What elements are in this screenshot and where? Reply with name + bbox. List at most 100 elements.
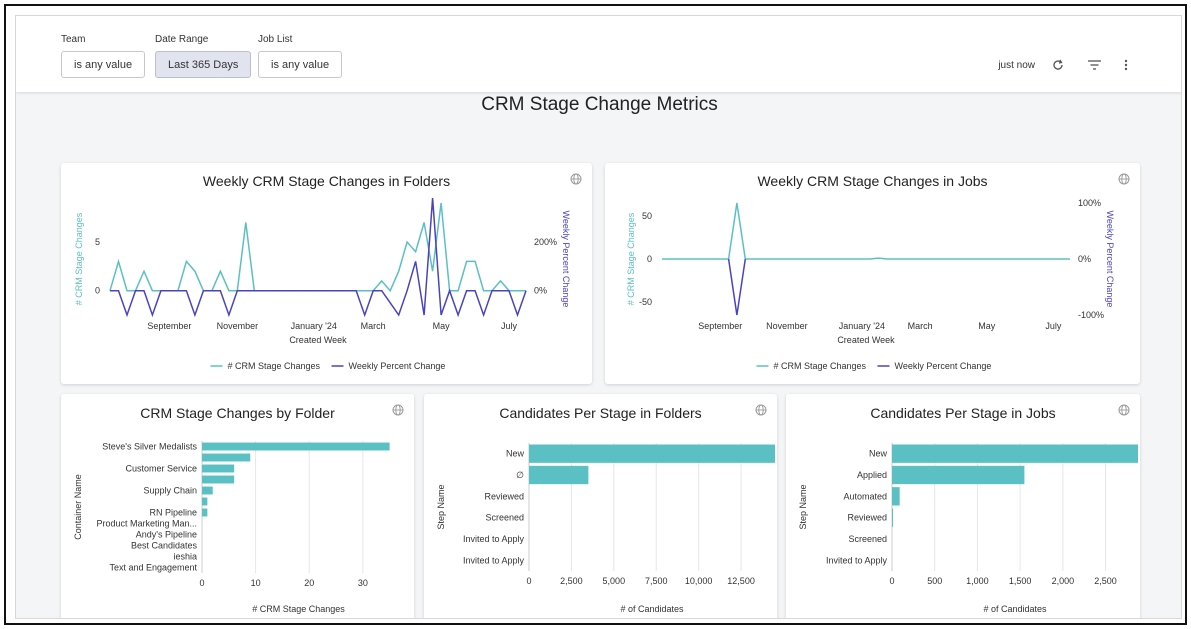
right-tick-label: 0%: [1078, 254, 1091, 264]
category-label: Reviewed: [847, 513, 887, 523]
per-stage-folders-title: Candidates Per Stage in Folders: [499, 405, 702, 421]
x-tick-label: May: [978, 321, 996, 331]
category-label: Supply Chain: [143, 486, 197, 496]
bar: [529, 444, 775, 463]
right-tick-label: 100%: [1078, 198, 1101, 208]
x-tick-label: March: [361, 321, 386, 331]
x-axis-label: # CRM Stage Changes: [252, 604, 345, 614]
filter-icon[interactable]: [1087, 58, 1101, 72]
category-label: New: [869, 449, 888, 459]
bar: [202, 464, 235, 473]
x-axis-label: # of Candidates: [983, 604, 1047, 614]
y-axis-label: Container Name: [73, 474, 83, 540]
bar: [529, 465, 589, 485]
legend-label-changes: # CRM Stage Changes: [228, 361, 321, 371]
filter-job-list-button[interactable]: is any value: [258, 51, 343, 78]
filter-date-range-button[interactable]: Last 365 Days: [155, 51, 252, 78]
category-label: Reviewed: [484, 491, 524, 501]
right-axis-label: Weekly Percent Change: [561, 211, 571, 308]
x-tick-label: January '24: [291, 321, 337, 331]
per-stage-jobs-card: Candidates Per Stage in Jobs 0 500 1,000 1,…: [786, 394, 1140, 618]
filter-team-label: Team: [61, 34, 86, 45]
folders-line-chart: 5 0 200% 0% September November January '24 Marc…: [74, 198, 571, 371]
y-axis-label: Step Name: [436, 484, 446, 529]
per-stage-jobs-title: Candidates Per Stage in Jobs: [870, 405, 1056, 421]
legend-label-percent: Weekly Percent Change: [895, 361, 992, 371]
category-label: Steve's Silver Medalists: [102, 442, 197, 452]
category-label: ieshia: [173, 552, 197, 562]
category-label: Screened: [848, 534, 887, 544]
bar: [202, 475, 235, 484]
x-tick-label: 2,500: [560, 576, 583, 586]
left-tick-label: 50: [642, 211, 652, 221]
left-tick-label: -50: [639, 297, 652, 307]
y-axis-label: Step Name: [798, 484, 808, 529]
right-tick-label: 0%: [534, 286, 547, 296]
category-label: RN Pipeline: [149, 508, 197, 518]
category-label: New: [506, 449, 525, 459]
x-tick-label: 1,500: [1009, 576, 1032, 586]
jobs-line-chart: 50 0 -50 100% 0% -100% September November Januar…: [626, 198, 1115, 371]
dashboard: Team is any value Date Range Last 365 Da…: [15, 15, 1182, 619]
bar: [202, 497, 208, 506]
folders-line-title: Weekly CRM Stage Changes in Folders: [202, 173, 451, 189]
bar: [202, 508, 208, 517]
x-tick-label: 30: [358, 578, 368, 588]
bar: [202, 486, 213, 495]
filter-date-range-label: Date Range: [155, 34, 209, 45]
x-tick-label: 2,500: [1094, 576, 1117, 586]
x-tick-label: 20: [304, 578, 314, 588]
bar: [202, 453, 251, 462]
x-tick-label: 10: [251, 578, 261, 588]
filter-bar: Team is any value Date Range Last 365 Da…: [16, 16, 1181, 92]
x-tick-label: 0: [889, 576, 894, 586]
last-updated-text: just now: [998, 59, 1035, 71]
right-tick-label: 200%: [534, 237, 557, 247]
screenshot-frame: Team is any value Date Range Last 365 Da…: [4, 4, 1187, 625]
x-tick-label: 5,000: [603, 576, 626, 586]
per-stage-folders-chart: 0 2,500 5,000 7,500 10,000 12,500 New ∅ Reviewed…: [436, 443, 775, 614]
category-label: Screened: [485, 513, 524, 523]
right-tick-label: -100%: [1078, 310, 1104, 320]
globe-icon[interactable]: [1118, 172, 1130, 185]
more-options-icon[interactable]: [1119, 58, 1133, 72]
per-stage-jobs-chart: 0 500 1,000 1,500 2,000 2,500 New Applied Automa…: [798, 443, 1138, 614]
left-axis-label: # CRM Stage Changes: [626, 212, 636, 305]
series-line-changes: [109, 202, 526, 293]
jobs-line-title: Weekly CRM Stage Changes in Jobs: [757, 173, 988, 189]
x-tick-label: 2,000: [1052, 576, 1075, 586]
left-tick-label: 0: [647, 254, 652, 264]
per-stage-folders-card: Candidates Per Stage in Folders 0 2,500 5,…: [424, 394, 777, 618]
category-label: Automated: [843, 491, 887, 501]
x-tick-label: January '24: [839, 321, 885, 331]
category-label: Customer Service: [125, 464, 197, 474]
bar: [892, 444, 1138, 463]
refresh-icon[interactable]: [1051, 58, 1065, 72]
x-tick-label: July: [501, 321, 518, 331]
x-tick-label: 12,500: [727, 576, 755, 586]
series-line-percent: [110, 198, 527, 318]
category-label: ∅: [516, 470, 524, 480]
category-label: Product Marketing Man...: [96, 519, 197, 529]
x-tick-label: 10,000: [685, 576, 713, 586]
legend-label-changes: # CRM Stage Changes: [774, 361, 867, 371]
x-tick-label: September: [698, 321, 742, 331]
globe-icon[interactable]: [1118, 403, 1130, 416]
globe-icon[interactable]: [392, 403, 404, 416]
x-tick-label: 7,500: [645, 576, 668, 586]
globe-icon[interactable]: [570, 172, 582, 185]
x-tick-label: September: [147, 321, 191, 331]
bar: [202, 442, 390, 451]
globe-icon[interactable]: [755, 403, 767, 416]
filter-team-button[interactable]: is any value: [61, 51, 146, 78]
left-axis-label: # CRM Stage Changes: [74, 212, 84, 305]
series-line-changes: [662, 202, 1070, 260]
x-axis-label: Created Week: [837, 335, 895, 345]
right-axis-label: Weekly Percent Change: [1105, 211, 1115, 308]
category-label: Text and Engagement: [109, 563, 197, 573]
folders-line-card: Weekly CRM Stage Changes in Folders 5 0 20…: [61, 163, 592, 384]
toolbar: just now: [998, 58, 1133, 72]
left-tick-label: 0: [95, 286, 100, 296]
x-tick-label: 500: [927, 576, 942, 586]
series-line-percent: [727, 258, 747, 316]
